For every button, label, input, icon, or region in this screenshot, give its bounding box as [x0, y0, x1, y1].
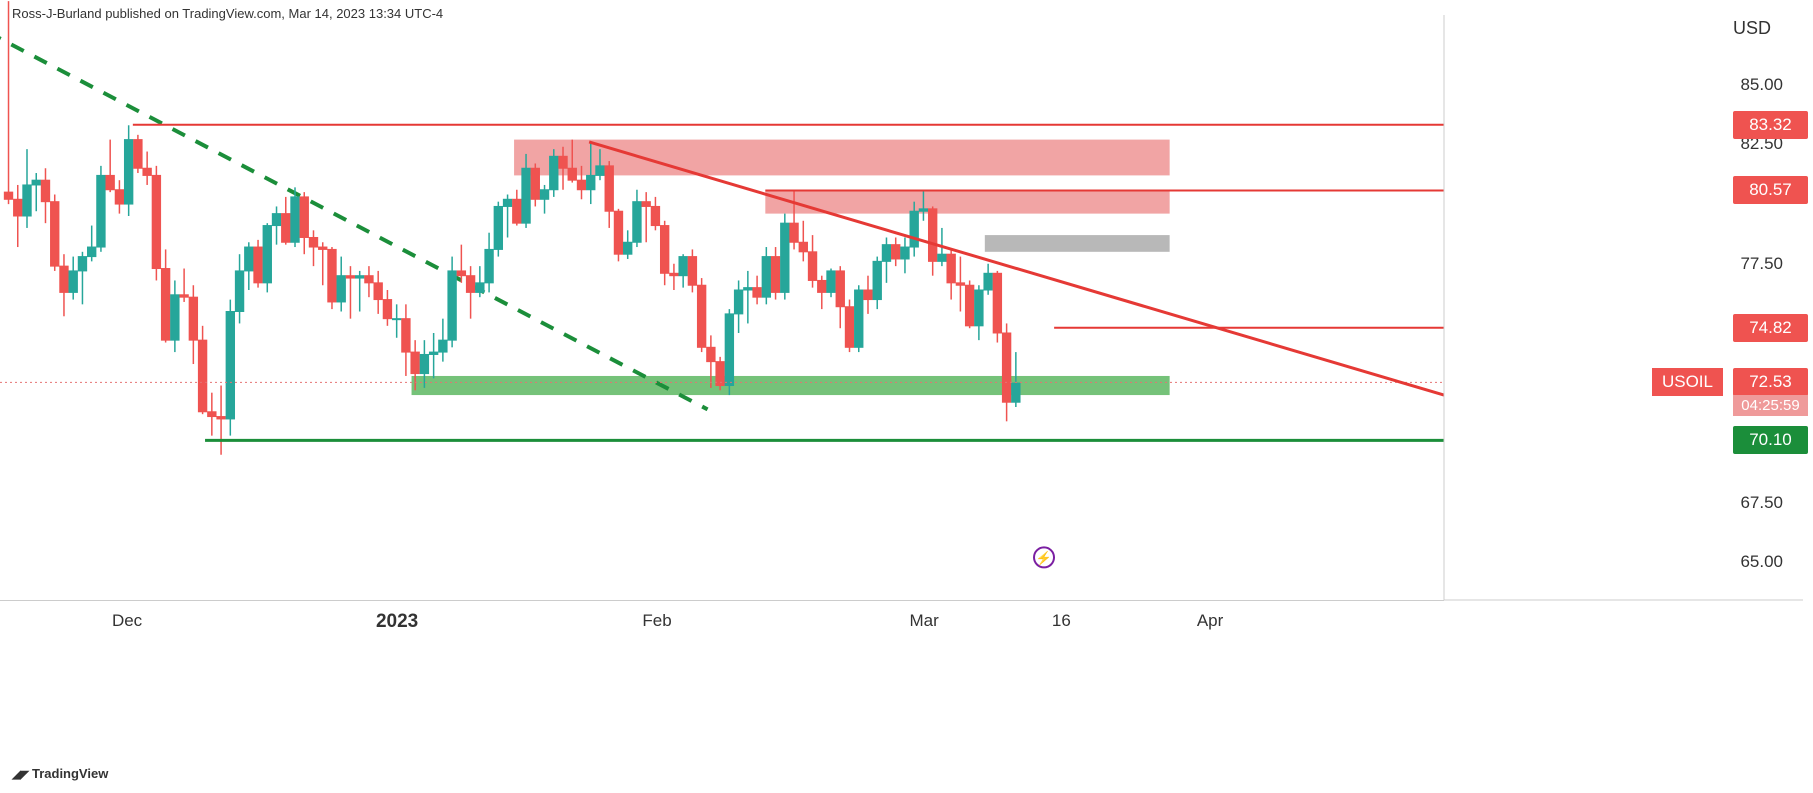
- tradingview-logo: TradingView: [12, 766, 108, 781]
- chart-svg[interactable]: ⚡: [0, 0, 1813, 793]
- x-tick-label: 2023: [376, 611, 418, 633]
- x-tick-label: 16: [1052, 611, 1071, 631]
- svg-text:⚡: ⚡: [1036, 550, 1052, 566]
- x-axis: Dec 2023 Feb Mar 16 Apr: [0, 600, 1444, 640]
- price-tag: 72.53: [1733, 368, 1808, 396]
- x-tick-label: Mar: [910, 611, 939, 631]
- y-tick-label: 67.50: [1740, 493, 1783, 513]
- x-tick-label: Apr: [1197, 611, 1223, 631]
- price-tag: 83.32: [1733, 111, 1808, 139]
- symbol-tag: USOIL: [1652, 368, 1723, 396]
- y-tick-label: 77.50: [1740, 254, 1783, 274]
- x-tick-label: Feb: [642, 611, 671, 631]
- x-tick-label: Dec: [112, 611, 142, 631]
- y-tick-label: 65.00: [1740, 552, 1783, 572]
- price-tag: 70.10: [1733, 426, 1808, 454]
- price-tag: 74.82: [1733, 314, 1808, 342]
- countdown-tag: 04:25:59: [1733, 395, 1808, 416]
- chart-container: Ross-J-Burland published on TradingView.…: [0, 0, 1813, 793]
- y-tick-label: 85.00: [1740, 75, 1783, 95]
- price-tag: 80.57: [1733, 176, 1808, 204]
